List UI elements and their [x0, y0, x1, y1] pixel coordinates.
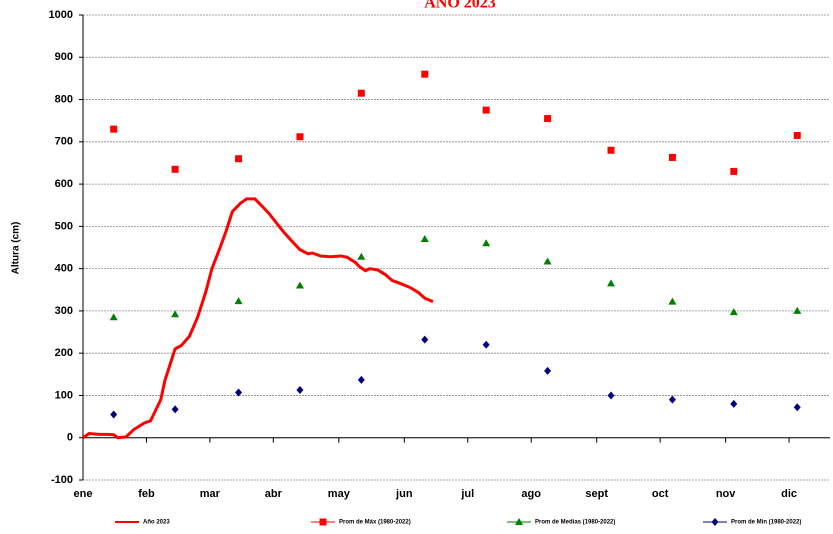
- data-point: [793, 306, 802, 314]
- chart-title: AÑO 2023: [424, 0, 496, 12]
- x-tick-label: ene: [74, 488, 93, 500]
- data-point: [544, 366, 552, 375]
- x-tick-label: jul: [460, 488, 474, 500]
- legend-label: Prom de Medias (1980-2022): [535, 520, 615, 526]
- data-point: [234, 297, 243, 305]
- data-point: [607, 146, 615, 154]
- data-line: [82, 197, 434, 440]
- data-point: [235, 388, 243, 397]
- data-point: [482, 239, 491, 247]
- data-point: [668, 395, 676, 404]
- data-point: [793, 131, 801, 139]
- legend-marker: [515, 518, 523, 525]
- data-point: [421, 70, 429, 78]
- y-tick-label: 200: [55, 347, 73, 359]
- y-tick-label: 600: [55, 178, 73, 190]
- legend-label: Año 2023: [143, 520, 170, 526]
- y-tick-label: 900: [55, 51, 73, 63]
- data-point: [235, 155, 243, 163]
- y-tick-label: 800: [55, 93, 73, 105]
- legend-marker: [319, 518, 327, 526]
- x-tick-label: ago: [521, 488, 541, 500]
- data-point: [296, 385, 304, 394]
- x-tick-label: sept: [585, 488, 608, 500]
- data-point: [110, 410, 118, 419]
- y-tick-label: 1000: [49, 9, 73, 21]
- data-point: [730, 167, 738, 175]
- x-tick-label: feb: [138, 488, 155, 500]
- y-axis-label: Altura (cm): [11, 222, 22, 275]
- data-point: [171, 165, 179, 173]
- data-point: [482, 340, 490, 349]
- y-tick-label: 500: [55, 220, 73, 232]
- data-point: [420, 235, 429, 243]
- data-point: [357, 89, 365, 97]
- y-tick-label: 300: [55, 305, 73, 317]
- y-tick-label: 700: [55, 136, 73, 148]
- data-point: [729, 308, 738, 316]
- x-tick-label: dic: [781, 488, 797, 500]
- legend-marker: [711, 518, 719, 526]
- data-point: [295, 281, 304, 289]
- data-point: [171, 405, 179, 414]
- data-point: [482, 106, 490, 114]
- data-point: [668, 297, 677, 305]
- x-tick-label: jun: [395, 488, 413, 500]
- y-tick-label: -100: [51, 474, 73, 486]
- legend-label: Prom de Máx (1980-2022): [339, 520, 411, 526]
- x-tick-label: may: [328, 488, 351, 500]
- legend-label: Prom de Min (1980-2022): [731, 520, 801, 526]
- x-tick-label: oct: [652, 488, 669, 500]
- data-point: [543, 257, 552, 265]
- x-tick-label: nov: [716, 488, 736, 500]
- data-point: [109, 313, 118, 321]
- data-point: [730, 399, 738, 408]
- y-tick-label: 0: [67, 432, 73, 444]
- y-tick-label: 400: [55, 263, 73, 275]
- data-point: [607, 391, 615, 400]
- data-point: [421, 335, 429, 344]
- data-point: [544, 115, 552, 123]
- data-point: [357, 252, 366, 260]
- x-tick-label: abr: [265, 488, 283, 500]
- data-point: [171, 310, 180, 318]
- y-tick-label: 100: [55, 389, 73, 401]
- data-point: [357, 375, 365, 384]
- data-point: [296, 133, 304, 141]
- x-tick-label: mar: [200, 488, 221, 500]
- data-point: [607, 279, 616, 287]
- data-point: [793, 403, 801, 412]
- data-point: [668, 153, 676, 161]
- data-point: [110, 125, 118, 133]
